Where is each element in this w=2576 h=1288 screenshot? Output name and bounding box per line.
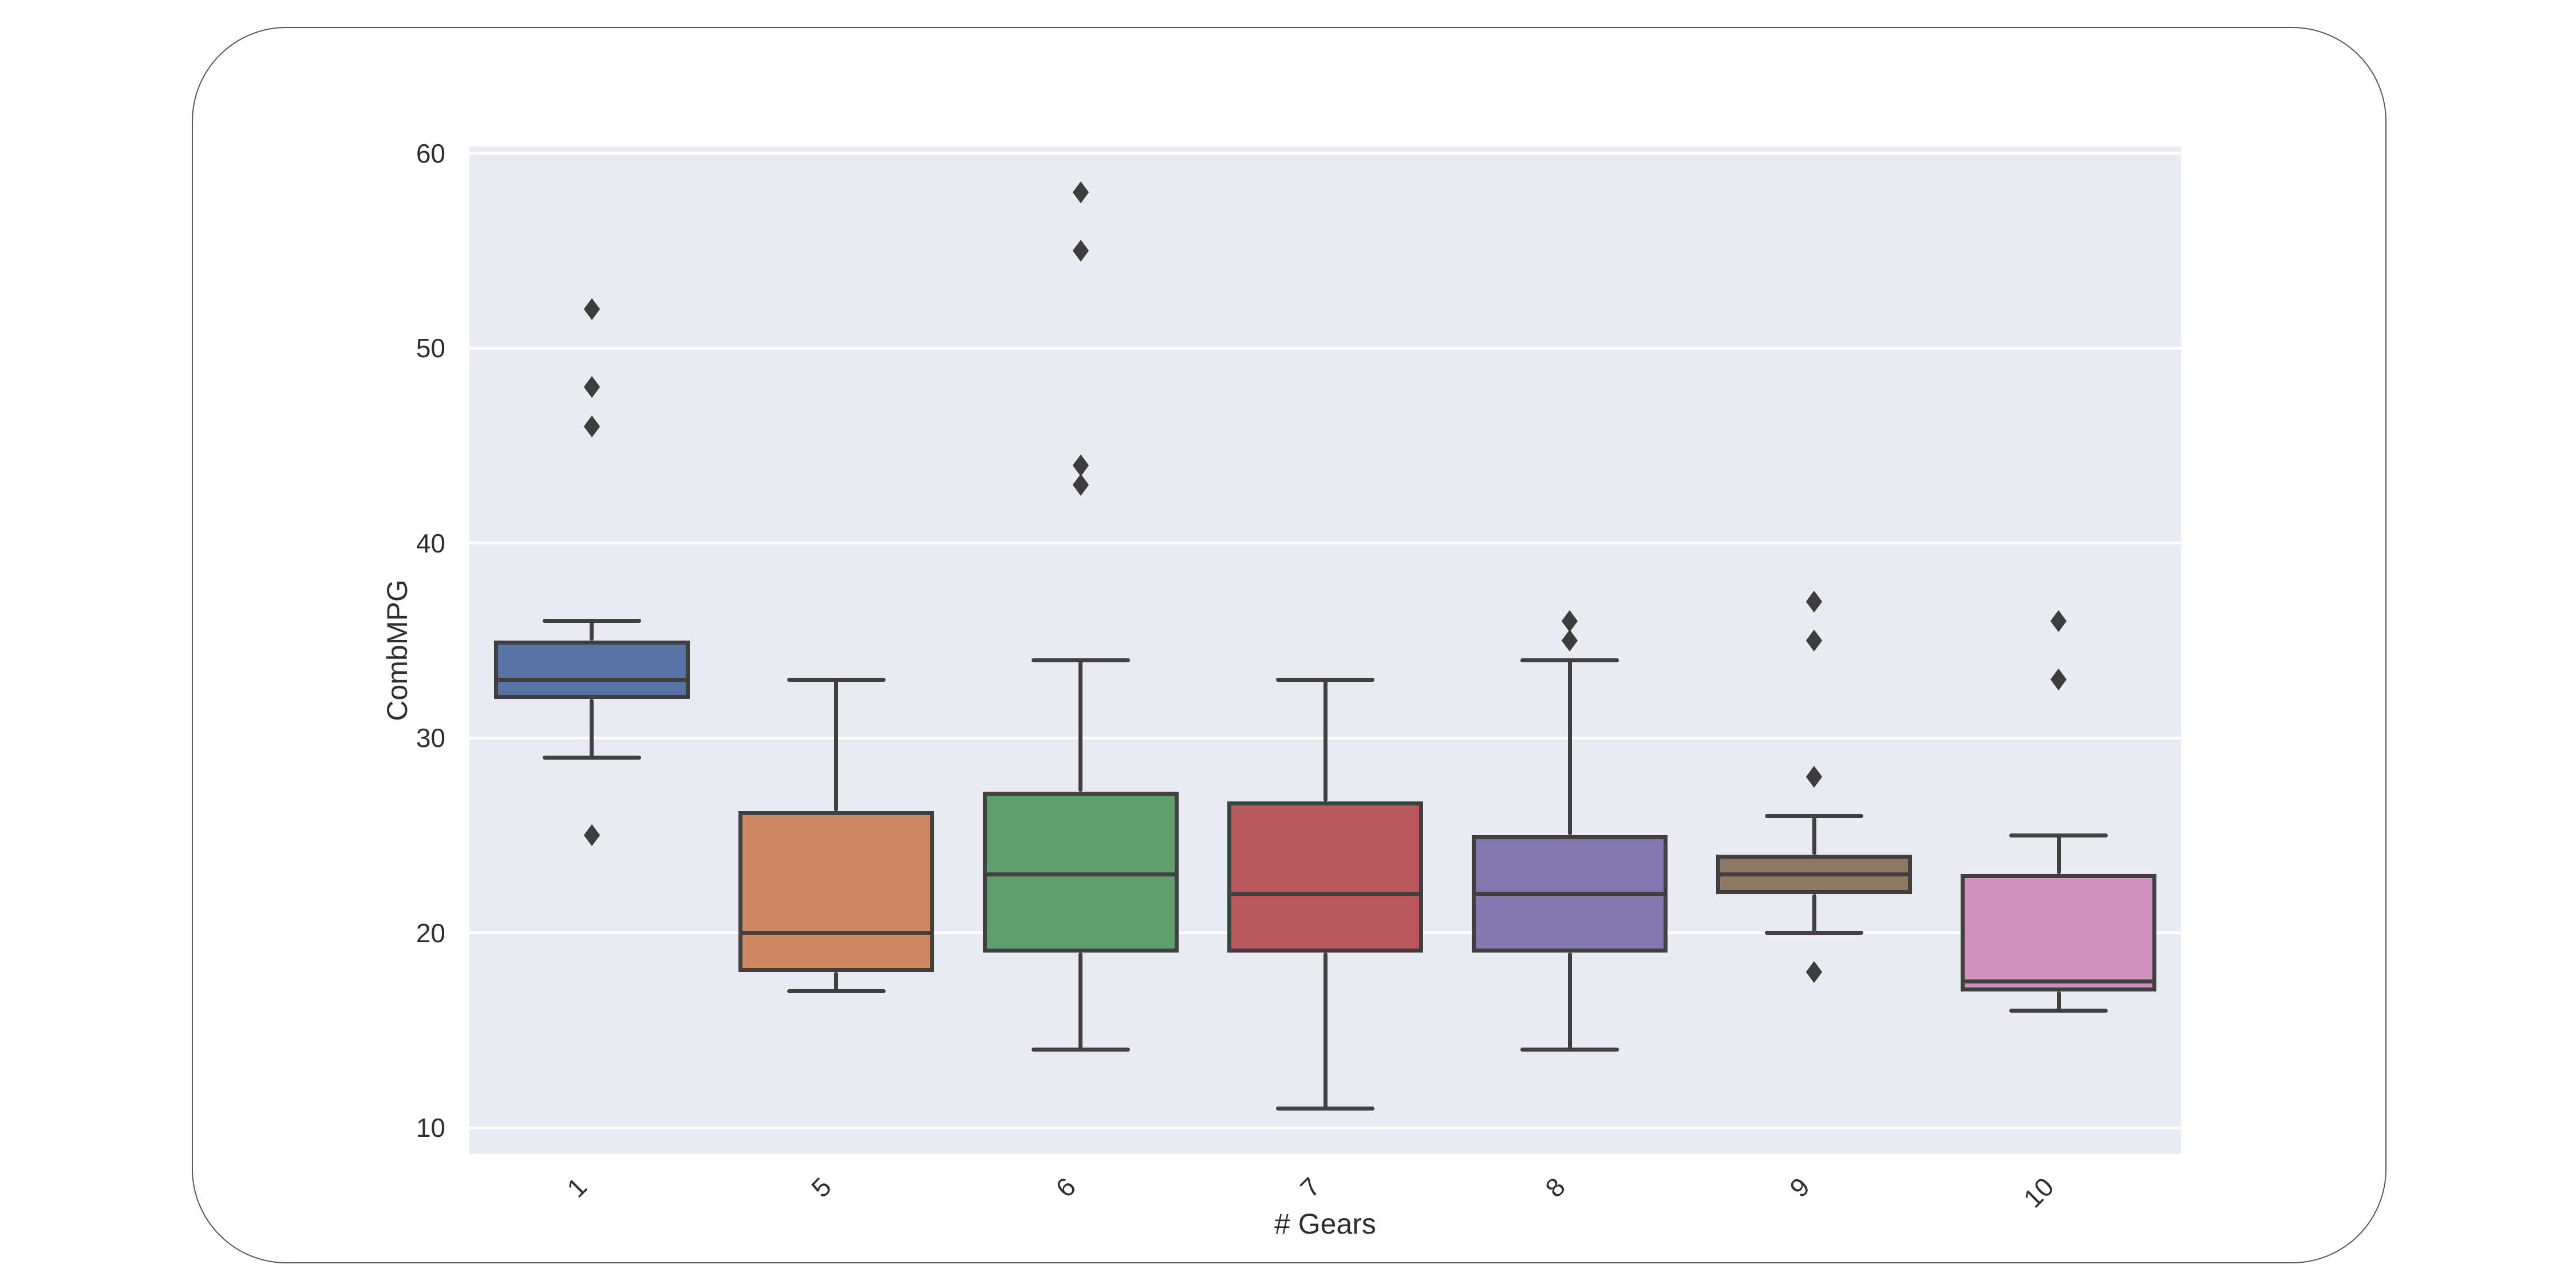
y-tick-label: 10 [416, 1113, 445, 1143]
whisker-cap-lower [1276, 1106, 1374, 1111]
whisker-cap-lower [1031, 1048, 1130, 1052]
whisker-cap-lower [1520, 1048, 1619, 1052]
whisker-lower [1078, 952, 1083, 1050]
whisker-lower [2056, 991, 2061, 1011]
whisker-lower [1567, 952, 1572, 1050]
y-gridline [469, 152, 2181, 155]
whisker-upper [590, 621, 594, 641]
whisker-upper [1812, 816, 1816, 855]
y-tick-label: 30 [416, 723, 445, 753]
whisker-lower [834, 971, 839, 991]
whisker-cap-lower [1765, 931, 1864, 935]
y-gridline [469, 346, 2181, 350]
box-gear-7 [1227, 801, 1423, 953]
whisker-cap-upper [1765, 813, 1864, 818]
y-tick-label: 50 [416, 333, 445, 364]
whisker-cap-upper [2009, 833, 2108, 837]
whisker-cap-lower [542, 755, 641, 760]
whisker-cap-upper [787, 677, 886, 682]
median-line [1961, 979, 2157, 984]
whisker-cap-upper [1031, 658, 1130, 662]
whisker-cap-upper [542, 619, 641, 623]
whisker-upper [834, 679, 839, 811]
whisker-lower [1812, 894, 1816, 933]
median-line [738, 931, 934, 935]
x-axis-title: # Gears [1274, 1208, 1376, 1240]
box-gear-1 [493, 640, 690, 700]
whisker-upper [2056, 835, 2061, 875]
whisker-lower [590, 699, 594, 758]
median-line [493, 677, 690, 682]
box-gear-10 [1961, 874, 2157, 991]
median-line [1716, 872, 1913, 876]
y-tick-label: 60 [416, 138, 445, 168]
whisker-upper [1567, 660, 1572, 836]
whisker-upper [1323, 679, 1327, 801]
median-line [1472, 892, 1668, 896]
whisker-cap-lower [787, 989, 886, 994]
y-gridline [469, 1126, 2181, 1129]
whisker-lower [1323, 952, 1327, 1108]
y-tick-label: 20 [416, 918, 445, 948]
whisker-cap-upper [1520, 658, 1619, 662]
whisker-cap-lower [2009, 1009, 2108, 1013]
box-gear-6 [982, 791, 1179, 953]
whisker-upper [1078, 660, 1083, 792]
y-tick-label: 40 [416, 528, 445, 558]
median-line [1227, 892, 1423, 896]
median-line [982, 872, 1179, 876]
y-axis-title: CombMPG [381, 579, 413, 721]
box-gear-5 [738, 811, 934, 972]
y-gridline [469, 542, 2181, 545]
whisker-cap-upper [1276, 677, 1374, 682]
